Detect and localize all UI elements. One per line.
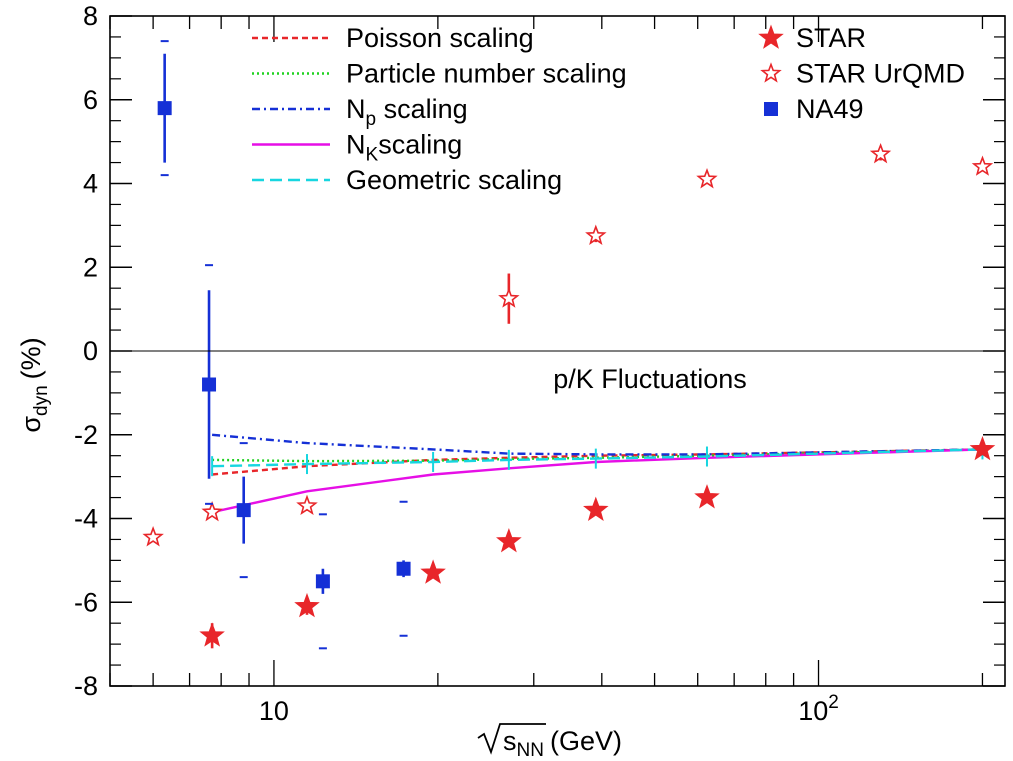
data-point-marker bbox=[296, 494, 318, 516]
y-tick-label: -8 bbox=[74, 671, 98, 701]
y-axis-title-sub: dyn bbox=[31, 385, 52, 416]
data-point-marker bbox=[583, 496, 609, 521]
data-point-marker bbox=[971, 155, 994, 176]
y-tick-label: -4 bbox=[74, 504, 98, 534]
y-tick-label: 8 bbox=[83, 1, 98, 31]
curve-line bbox=[212, 448, 983, 468]
legend-line-label: Particle number scaling bbox=[346, 59, 627, 89]
data-point-marker bbox=[694, 484, 720, 509]
data-point-marker bbox=[969, 435, 996, 461]
data-point-marker bbox=[420, 559, 446, 584]
y-tick-label: -6 bbox=[74, 587, 98, 617]
data-point-marker bbox=[294, 592, 320, 618]
data-point-marker bbox=[201, 500, 223, 522]
data-point-marker bbox=[585, 224, 607, 245]
y-axis-title-main: σ bbox=[16, 416, 46, 433]
legend-line-label: Np scaling bbox=[346, 94, 468, 130]
x-tick-label-exponent: 2 bbox=[828, 692, 839, 713]
annotation-label: p/K Fluctuations bbox=[553, 364, 747, 394]
data-point-marker bbox=[236, 503, 251, 518]
y-tick-label: 2 bbox=[83, 252, 98, 282]
y-tick-label: 4 bbox=[83, 169, 98, 199]
data-point-marker bbox=[142, 526, 164, 547]
legend-label-text: N bbox=[346, 94, 366, 124]
data-point-marker bbox=[498, 287, 520, 308]
legend-label-text: Geometric scaling bbox=[346, 165, 562, 195]
legend-marker-swatch bbox=[758, 24, 784, 49]
model-curves bbox=[211, 433, 984, 514]
data-points bbox=[142, 40, 996, 650]
data-point-marker bbox=[869, 142, 892, 164]
x-tick-label-base: 10 bbox=[259, 696, 289, 726]
y-axis-title-unit: (%) bbox=[16, 337, 46, 379]
data-point-marker bbox=[202, 377, 217, 392]
data-point-marker bbox=[396, 561, 411, 576]
x-tick-label: 102 bbox=[798, 692, 839, 726]
x-axis-title-unit: (GeV) bbox=[550, 726, 622, 756]
x-axis-title-main: s bbox=[503, 726, 517, 756]
y-axis-title: σdyn (%) bbox=[16, 337, 52, 432]
x-axis-title-sub: NN bbox=[517, 740, 544, 761]
data-point-marker bbox=[696, 168, 718, 189]
y-tick-label: 0 bbox=[83, 336, 98, 366]
legend-label-subscript: K bbox=[366, 145, 379, 166]
legend-label-rest: scaling bbox=[376, 94, 468, 124]
legend-label-text: N bbox=[346, 130, 366, 160]
x-axis-title: sNN (GeV) bbox=[477, 723, 622, 761]
legend: Poisson scaling Particle number scaling Np… bbox=[252, 23, 965, 195]
data-point-marker bbox=[199, 622, 225, 647]
x-tick-label-base: 10 bbox=[798, 696, 828, 726]
legend-line-label: Poisson scaling bbox=[346, 23, 534, 53]
legend-label-rest: scaling bbox=[378, 130, 462, 160]
legend-line-label: NKscaling bbox=[346, 130, 462, 166]
legend-label-text: Particle number scaling bbox=[346, 59, 627, 89]
legend-line-label: Geometric scaling bbox=[346, 165, 562, 195]
svg-text:sNN(GeV): sNN (GeV) bbox=[503, 726, 622, 761]
data-point-marker bbox=[496, 528, 522, 553]
legend-label-text: Poisson scaling bbox=[346, 23, 534, 53]
legend-marker-swatch bbox=[764, 102, 778, 116]
curve-line bbox=[211, 433, 983, 456]
legend-marker-label: STAR UrQMD bbox=[796, 59, 965, 89]
y-tick-label: 6 bbox=[83, 85, 98, 115]
legend-label-subscript: p bbox=[366, 109, 377, 130]
x-tick-label: 10 bbox=[259, 696, 289, 726]
data-point-marker bbox=[157, 101, 172, 116]
legend-marker-swatch bbox=[760, 62, 782, 83]
legend-marker-label: NA49 bbox=[796, 94, 864, 124]
sqrt-symbol bbox=[477, 723, 546, 755]
data-point-marker bbox=[315, 574, 330, 589]
legend-marker-label: STAR bbox=[796, 23, 866, 53]
y-tick-label: -2 bbox=[74, 420, 98, 450]
